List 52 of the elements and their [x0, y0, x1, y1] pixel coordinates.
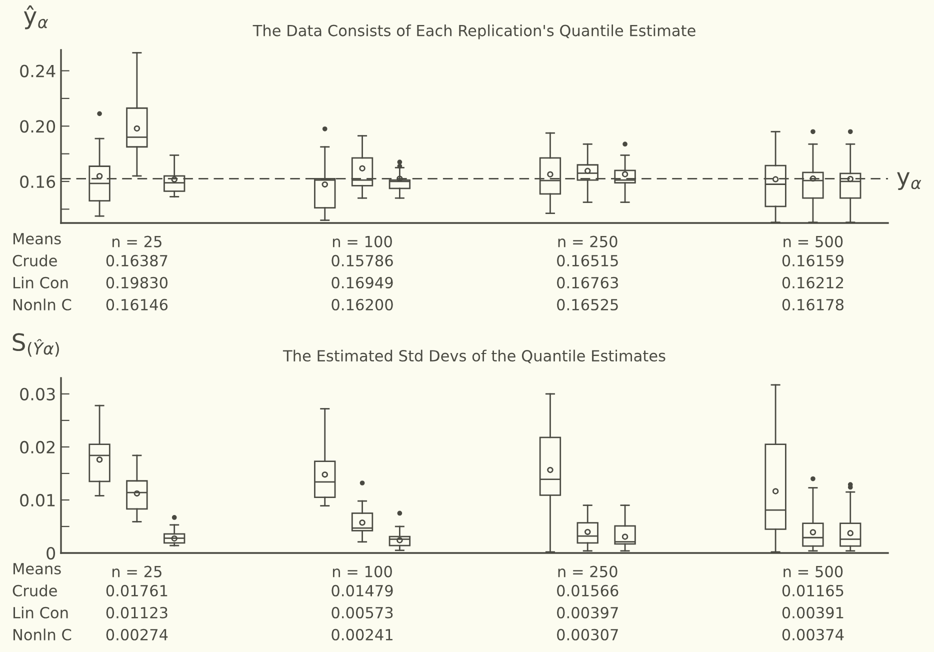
text: 0.00307 [557, 628, 618, 640]
text: Means [14, 563, 61, 574]
x-tick-label: n = 100 [332, 566, 392, 578]
x-tick-label: n = 500 [784, 236, 843, 248]
text: 0.00391 [782, 606, 844, 618]
text: Crude [12, 584, 57, 596]
text: Nonln C [14, 628, 72, 640]
x-tick-label: n = 25 [112, 566, 162, 578]
text: 0.00374 [782, 628, 844, 640]
text: 0.01165 [782, 584, 844, 596]
text: 0.16949 [332, 276, 393, 288]
y-axis-title: ŷ$_{α}$ [24, 5, 48, 30]
y-tick-label: 0.01 [20, 494, 55, 507]
y-tick-label: 0.20 [20, 120, 56, 133]
y-tick-label: 0.02 [20, 440, 54, 454]
x-tick-label: n = 250 [558, 566, 618, 578]
text: 0.00397 [557, 606, 618, 618]
x-tick-label: n = 500 [784, 566, 843, 578]
text: 0.01123 [106, 606, 168, 618]
text: 0.16178 [782, 298, 844, 310]
chart-title: The Data Consists of Each Replication's Quantile Estimate [252, 24, 696, 40]
ref-line-label: y$_{α}$ [897, 172, 922, 190]
text: 0.01566 [557, 584, 618, 596]
text: 0.16159 [782, 254, 844, 266]
x-tick-label: n = 250 [558, 236, 618, 248]
text: 0.00241 [332, 628, 392, 640]
y-tick-label: 0 [46, 546, 56, 560]
text: 0.19830 [106, 276, 168, 288]
text: 0.16525 [557, 298, 618, 310]
text: 0.01479 [332, 584, 393, 596]
x-tick-label: n = 100 [332, 236, 392, 248]
y-tick-label: 0.16 [20, 175, 56, 188]
text: 0.00274 [106, 628, 168, 640]
text: Means [14, 233, 61, 244]
text: Lin Con [14, 276, 68, 288]
text: 0.16200 [332, 298, 393, 310]
text: 0.00573 [332, 606, 393, 618]
x-tick-label: n = 25 [112, 236, 162, 248]
text: Lin Con [14, 606, 68, 618]
y-tick-label: 0.03 [20, 388, 55, 400]
text: 0.01761 [106, 584, 168, 596]
text: 0.16387 [106, 254, 168, 266]
y-tick-label: 0.24 [20, 64, 56, 78]
text: Nonln C [14, 298, 72, 310]
text: 0.16763 [557, 276, 618, 288]
text: 0.16212 [782, 276, 844, 288]
text: 0.15786 [332, 254, 393, 266]
y-axis-title: S$_{(Ŷα)}$ [12, 333, 59, 357]
chart-title: The Estimated Std Devs of the Quantile Estimates [282, 350, 666, 364]
text: 0.16146 [106, 298, 168, 310]
text: 0.16515 [557, 254, 618, 266]
text: Crude [12, 254, 57, 266]
